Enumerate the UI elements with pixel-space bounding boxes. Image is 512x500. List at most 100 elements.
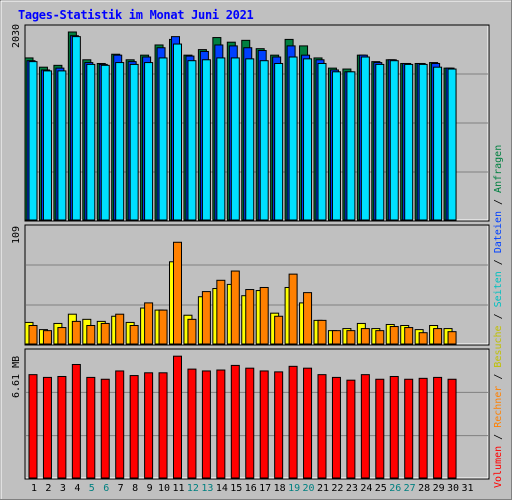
- volumen-bar: [100, 378, 110, 479]
- chart-title: Tages-Statistik im Monat Juni 2021: [18, 8, 254, 22]
- seiten-bar: [115, 62, 125, 221]
- day-label: 8: [132, 483, 139, 494]
- day-label: 6: [103, 483, 110, 494]
- volumen-bar: [129, 375, 139, 479]
- day-label: 4: [74, 483, 81, 494]
- volumen-bar: [303, 367, 313, 479]
- day-label: 11: [172, 483, 185, 494]
- seiten-bar: [100, 64, 110, 221]
- legend-item: /: [493, 307, 504, 326]
- volumen-bar: [418, 377, 428, 479]
- rechner-bar: [447, 331, 457, 345]
- rechner-bar: [28, 325, 38, 345]
- volumen-bar: [375, 378, 385, 479]
- seiten-bar: [86, 63, 96, 221]
- volumen-bar: [71, 363, 81, 479]
- day-label: 14: [215, 483, 228, 494]
- rechner-bar: [42, 330, 52, 345]
- rechner-bar: [259, 286, 269, 345]
- legend-item: /: [493, 192, 504, 211]
- seiten-bar: [303, 58, 313, 221]
- day-label: 15: [230, 483, 243, 494]
- seiten-bar: [447, 68, 457, 221]
- panel3-ymax-label: 6.61 MB: [11, 355, 22, 398]
- volumen-bar: [86, 376, 96, 479]
- seiten-bar: [389, 60, 399, 221]
- panel2-ymax-label: 109: [11, 225, 22, 244]
- volumen-bar: [28, 374, 38, 479]
- seiten-bar: [418, 63, 428, 221]
- day-label: 3: [59, 483, 66, 494]
- legend-item: Rechner: [493, 385, 504, 428]
- volumen-bar: [144, 372, 154, 479]
- legend-item: Seiten: [493, 271, 504, 308]
- day-label: 10: [158, 483, 171, 494]
- rechner-bar: [57, 327, 67, 345]
- seiten-bar: [71, 36, 81, 221]
- volumen-bar: [389, 375, 399, 479]
- seiten-bar: [317, 62, 327, 221]
- seiten-bar: [144, 62, 154, 221]
- seiten-bar: [346, 71, 356, 221]
- seiten-bar: [158, 57, 168, 221]
- legend-item: /: [493, 427, 504, 446]
- seiten-bar: [42, 70, 52, 221]
- rechner-bar: [129, 325, 139, 345]
- volumen-bar: [187, 368, 197, 479]
- day-label: 5: [88, 483, 95, 494]
- rechner-bar: [144, 302, 154, 345]
- day-label: 7: [117, 483, 124, 494]
- legend-item: Anfragen: [493, 144, 504, 193]
- day-label: 18: [273, 483, 286, 494]
- rechner-bar: [303, 292, 313, 345]
- rechner-bar: [71, 320, 81, 345]
- rechner-bar: [317, 319, 327, 345]
- day-label: 28: [418, 483, 431, 494]
- rechner-bar: [375, 330, 385, 345]
- volumen-bar: [331, 376, 341, 479]
- day-label: 31: [461, 483, 474, 494]
- rechner-bar: [158, 309, 168, 345]
- volumen-bar: [158, 372, 168, 479]
- volumen-bar: [201, 370, 211, 479]
- legend-item: Dateien: [493, 211, 504, 254]
- legend-item: /: [493, 253, 504, 272]
- seiten-bar: [259, 60, 269, 221]
- legend-item: Volumen: [493, 445, 504, 488]
- day-label: 1: [30, 483, 38, 494]
- day-label: 20: [302, 483, 315, 494]
- rechner-bar: [230, 270, 240, 345]
- volumen-bar: [259, 370, 269, 479]
- seiten-bar: [57, 70, 67, 221]
- volumen-bar: [115, 370, 125, 479]
- seiten-bar: [245, 58, 255, 221]
- day-label: 9: [146, 483, 153, 494]
- volumen-bar: [274, 371, 284, 479]
- volumen-bar: [288, 365, 298, 479]
- day-label: 29: [432, 483, 445, 494]
- day-label: 13: [201, 483, 214, 494]
- legend-item: Besuche: [493, 325, 504, 368]
- seiten-bar: [274, 62, 284, 221]
- seiten-bar: [173, 43, 182, 221]
- day-label: 21: [316, 483, 330, 494]
- day-label: 22: [331, 483, 344, 494]
- rechner-bar: [187, 318, 197, 345]
- day-label: 12: [186, 483, 199, 494]
- volumen-bar: [230, 364, 240, 479]
- seiten-bar: [433, 66, 443, 221]
- seiten-bar: [360, 56, 370, 221]
- panel1-ymax-label: 2030: [11, 23, 22, 48]
- volumen-bar: [317, 374, 327, 479]
- seiten-bar: [230, 57, 240, 221]
- rechner-bar: [173, 241, 182, 345]
- rechner-bar: [245, 289, 255, 345]
- day-label: 19: [288, 483, 301, 494]
- rechner-bar: [216, 279, 226, 345]
- rechner-bar: [433, 328, 443, 345]
- rechner-bar: [201, 291, 211, 345]
- day-label: 2: [45, 483, 52, 494]
- volumen-bar: [245, 367, 255, 479]
- day-label: 17: [259, 483, 272, 494]
